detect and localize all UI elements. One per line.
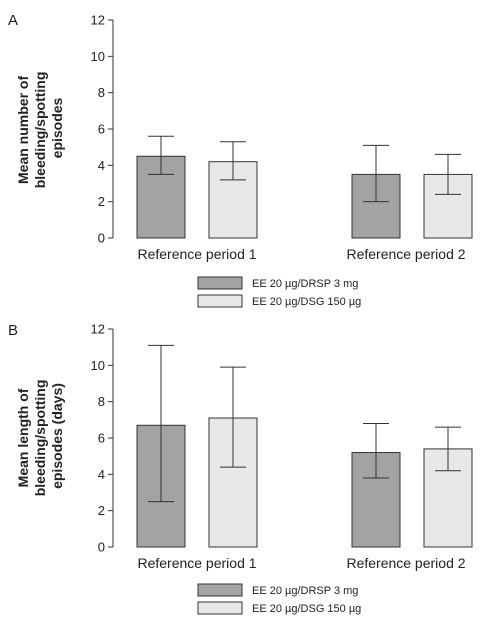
y-ticks: 0 2 4 6 8 10 12 bbox=[91, 13, 113, 246]
panel-a: A Mean number of bleeding/spotting episo… bbox=[8, 12, 473, 308]
y-tick-label: 6 bbox=[98, 122, 105, 137]
bars bbox=[136, 417, 473, 548]
legend: EE 20 µg/DRSP 3 mg EE 20 µg/DSG 150 µg bbox=[197, 276, 361, 308]
legend-label: EE 20 µg/DSG 150 µg bbox=[252, 603, 361, 615]
category-label: Reference period 1 bbox=[137, 555, 256, 571]
legend-label: EE 20 µg/DSG 150 µg bbox=[252, 296, 361, 308]
bars bbox=[136, 155, 473, 239]
legend-swatch bbox=[197, 601, 243, 615]
legend-swatch bbox=[197, 276, 243, 290]
category-label: Reference period 1 bbox=[137, 246, 256, 262]
y-tick-label: 4 bbox=[98, 158, 105, 173]
y-tick-label: 10 bbox=[91, 49, 105, 64]
y-tick-label: 4 bbox=[98, 467, 105, 482]
legend-swatch bbox=[197, 294, 243, 308]
panel-letter: B bbox=[8, 322, 18, 339]
panel-b: B Mean length of bleeding/spotting episo… bbox=[8, 322, 473, 615]
error-bars bbox=[148, 344, 461, 503]
y-axis-label: Mean length of bleeding/spotting episode… bbox=[15, 376, 65, 497]
legend-swatch bbox=[197, 583, 243, 597]
y-tick-label: 6 bbox=[98, 431, 105, 446]
y-tick-label: 10 bbox=[91, 358, 105, 373]
y-tick-label: 2 bbox=[98, 503, 105, 518]
y-tick-label: 0 bbox=[98, 540, 105, 555]
y-tick-label: 8 bbox=[98, 85, 105, 100]
category-label: Reference period 2 bbox=[346, 555, 465, 571]
panel-letter: A bbox=[8, 12, 18, 29]
legend: EE 20 µg/DRSP 3 mg EE 20 µg/DSG 150 µg bbox=[197, 583, 361, 615]
legend-label: EE 20 µg/DRSP 3 mg bbox=[252, 585, 358, 597]
legend-label: EE 20 µg/DRSP 3 mg bbox=[252, 278, 358, 290]
y-tick-label: 2 bbox=[98, 194, 105, 209]
y-tick-label: 8 bbox=[98, 394, 105, 409]
y-tick-label: 0 bbox=[98, 231, 105, 246]
y-axis-label: Mean number of bleeding/spotting episode… bbox=[15, 68, 65, 189]
category-label: Reference period 2 bbox=[346, 246, 465, 262]
y-ticks: 0 2 4 6 8 10 12 bbox=[91, 322, 113, 555]
error-bars bbox=[148, 135, 461, 203]
y-tick-label: 12 bbox=[91, 13, 105, 28]
y-tick-label: 12 bbox=[91, 322, 105, 337]
